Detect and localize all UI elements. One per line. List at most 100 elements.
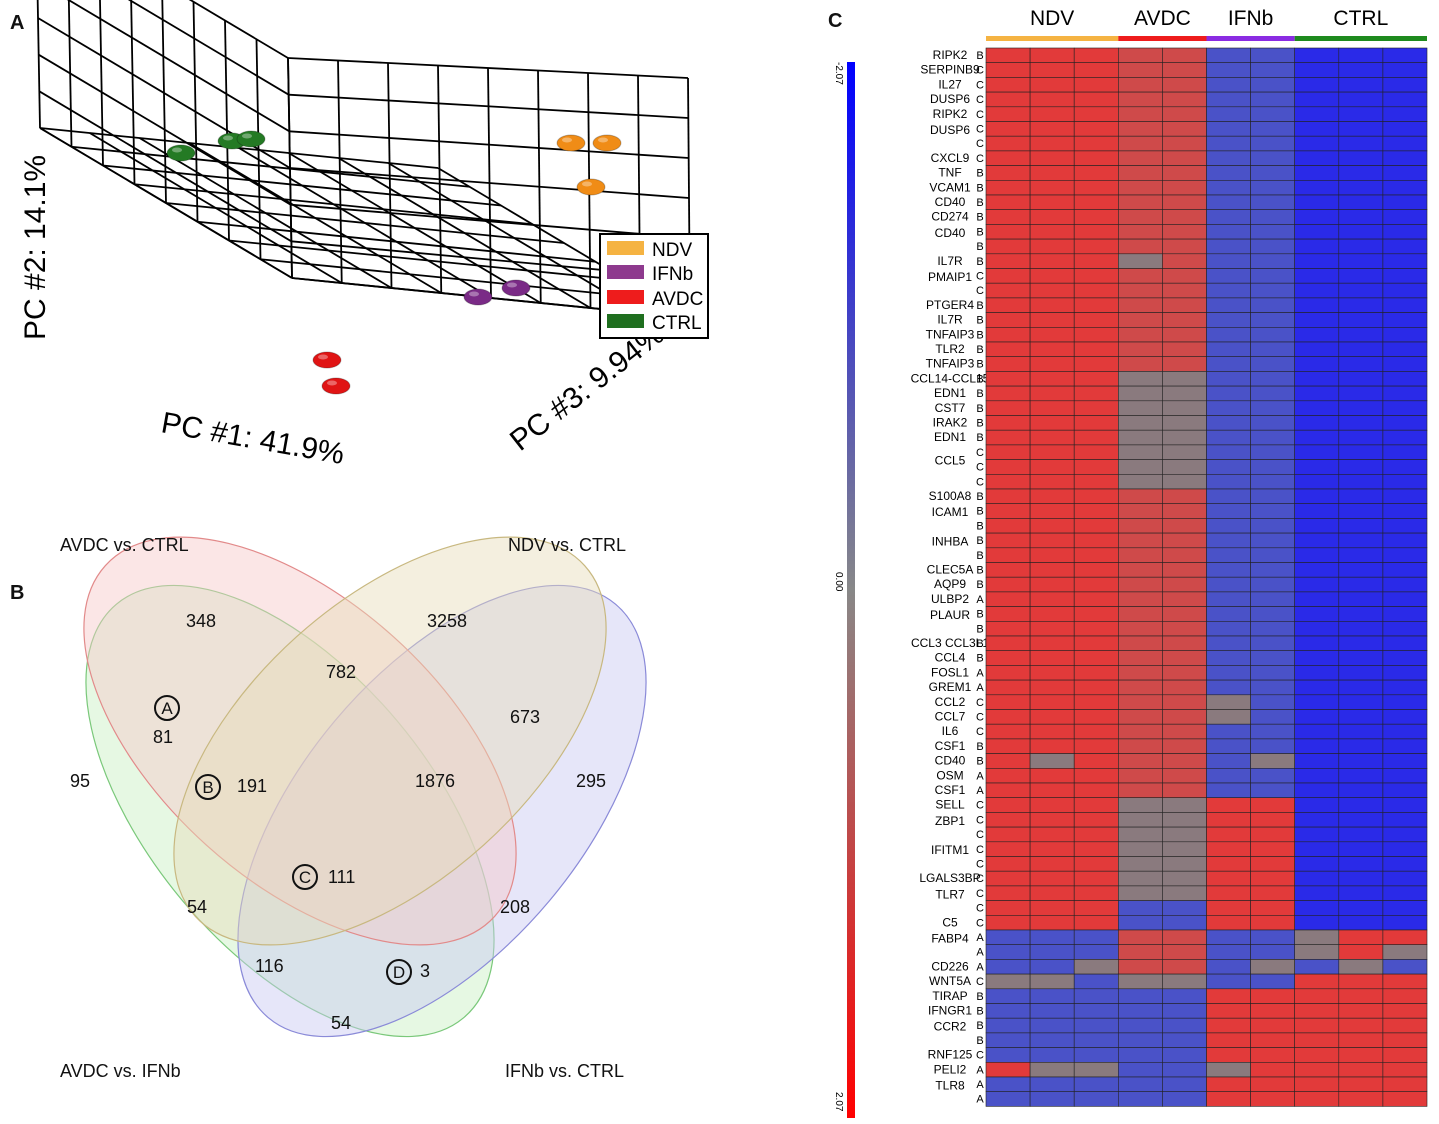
heatmap-cell (1206, 1017, 1251, 1034)
heatmap-cell (1206, 885, 1251, 901)
pca-point-highlight (242, 133, 252, 139)
heatmap-cell (1162, 973, 1207, 990)
heatmap-cell (1029, 885, 1075, 901)
heatmap-cell (1338, 723, 1384, 740)
heatmap-group-label-ctrl: CTRL (1333, 7, 1388, 30)
heatmap-cell (1338, 135, 1384, 152)
heatmap-cell (1073, 679, 1119, 696)
heatmap-row-gene: CD40 (935, 195, 966, 209)
venn-marker-c: C (299, 868, 311, 887)
heatmap-cell (1206, 959, 1251, 975)
heatmap-cell (1029, 856, 1075, 872)
heatmap-cell (1117, 826, 1163, 843)
heatmap-cell (1073, 77, 1119, 93)
heatmap-cell (1294, 929, 1340, 945)
heatmap-cell (985, 914, 1031, 931)
heatmap-cell (1162, 209, 1207, 225)
heatmap-cell (1382, 297, 1428, 313)
heatmap-cell (1162, 459, 1207, 475)
heatmap-cell (1117, 518, 1163, 534)
heatmap-cell (1162, 165, 1207, 181)
heatmap-row-class: B (976, 623, 983, 635)
heatmap-cell (1338, 944, 1384, 960)
heatmap-cell (1250, 459, 1296, 475)
pca-floor-line (165, 202, 565, 244)
heatmap-cell (1382, 694, 1428, 710)
heatmap-cell (1206, 562, 1251, 578)
pca-point-highlight (598, 137, 608, 143)
heatmap-cell (1117, 356, 1163, 372)
heatmap-cell (1382, 870, 1428, 887)
heatmap-cell (1250, 914, 1296, 931)
venn-count-3258: 3258 (427, 611, 467, 631)
heatmap-cell (1250, 753, 1296, 769)
pca-point-ndv-3 (576, 178, 606, 196)
heatmap-cell (1162, 767, 1207, 784)
heatmap-cell (1029, 738, 1075, 754)
heatmap-cell (1294, 238, 1340, 255)
heatmap-cell (1029, 973, 1075, 990)
heatmap-cell (1250, 297, 1296, 313)
heatmap-cell (1206, 194, 1251, 210)
heatmap-cell (1338, 856, 1384, 872)
heatmap-cell (1117, 709, 1163, 725)
heatmap-cell (1338, 488, 1384, 504)
heatmap-cell (1073, 312, 1119, 328)
heatmap-cell (1382, 326, 1428, 343)
venn-set-ndv-ctrl (173, 536, 607, 946)
heatmap-cell (1073, 591, 1119, 607)
heatmap-row-gene: OSM (936, 768, 963, 782)
heatmap-cell (1250, 326, 1296, 343)
heatmap-cell (1206, 150, 1251, 166)
heatmap-cell (1029, 47, 1075, 63)
heatmap-cell (1206, 429, 1251, 446)
heatmap-cell (1294, 297, 1340, 313)
heatmap-cell (1294, 165, 1340, 181)
heatmap-cell (1294, 253, 1340, 269)
heatmap-gene-group-label: CD40 (935, 226, 966, 240)
heatmap-cell (1206, 297, 1251, 313)
heatmap-row-class: C (976, 829, 984, 841)
heatmap-cell (985, 753, 1031, 769)
heatmap-cell (1338, 650, 1384, 666)
heatmap-cell (1206, 180, 1251, 196)
heatmap-cell (1117, 738, 1163, 754)
heatmap-cell (1382, 429, 1428, 446)
heatmap-row-class: C (976, 138, 984, 150)
heatmap-row-class: C (976, 697, 984, 709)
heatmap-cell (1294, 429, 1340, 446)
heatmap-cell (1294, 385, 1340, 402)
heatmap-cell (1029, 282, 1075, 299)
heatmap-cell (1250, 253, 1296, 269)
heatmap-cell (1162, 959, 1207, 975)
heatmap-cell (1206, 268, 1251, 284)
heatmap-cell (1250, 591, 1296, 607)
heatmap-cell (1073, 473, 1119, 490)
heatmap-cell (1338, 400, 1384, 416)
heatmap-cell (1117, 1017, 1163, 1034)
heatmap-row-class: C (976, 476, 984, 488)
heatmap-cell (1029, 1032, 1075, 1048)
heatmap-cell (1073, 238, 1119, 255)
heatmap-cell (1206, 165, 1251, 181)
heatmap-cell (1206, 826, 1251, 843)
heatmap-cell (1073, 635, 1119, 651)
heatmap-cell (1073, 1032, 1119, 1048)
heatmap-cell (1294, 400, 1340, 416)
heatmap-cell (1117, 253, 1163, 269)
heatmap-cell (1029, 944, 1075, 960)
legend-label-ctrl: CTRL (652, 313, 702, 334)
heatmap-cell (1029, 488, 1075, 504)
heatmap-cell (1162, 914, 1207, 931)
heatmap-row-class: C (976, 814, 984, 826)
heatmap-cell (1250, 562, 1296, 578)
heatmap-cell (1382, 650, 1428, 666)
heatmap-cell (1294, 356, 1340, 372)
heatmap-cell (1382, 444, 1428, 460)
heatmap-cell (1162, 826, 1207, 843)
venn-diagram: AVDC vs. CTRL NDV vs. CTRL AVDC vs. IFNb… (60, 535, 647, 1081)
heatmap-cell (1162, 1076, 1207, 1092)
heatmap-cell (1073, 709, 1119, 725)
heatmap-cell (1294, 444, 1340, 460)
heatmap-cell (1073, 62, 1119, 78)
